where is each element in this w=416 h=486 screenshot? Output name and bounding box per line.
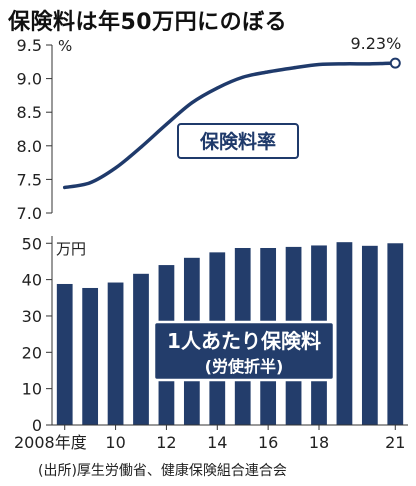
premium-ytick-label: 30 [22,307,42,326]
source-note: (出所)厚生労働省、健康保険組合連合会 [38,463,287,479]
premium-xtick-label: 12 [156,433,176,452]
rate-point [317,62,321,66]
rate-series-label-frame [177,123,299,159]
premium-bar [133,273,149,425]
premium-ytick-label: 20 [22,343,42,362]
premium-ytick-label: 40 [22,271,42,290]
rate-end-label: 9.23% [350,34,401,53]
rate-point [88,181,92,185]
premium-bar [361,245,378,425]
premium-series-label-box: 1人あたり保険料 (労使折半) [152,320,336,382]
premium-bar [387,243,404,425]
rate-point [368,62,372,66]
rate-point [164,122,168,126]
premium-xtick-label: 16 [258,433,278,452]
premium-bar [56,283,73,425]
rate-ytick-label: 9.5 [17,36,42,55]
premium-xtick-label: 10 [105,433,125,452]
rate-series-name: 保険料率 [199,130,276,153]
rate-point [266,70,270,74]
premium-xtick-label: 18 [309,433,329,452]
premium-xtick-label: 14 [207,433,227,452]
rate-ytick-label: 7.0 [17,204,42,223]
premium-unit-label: 万円 [56,240,86,258]
chart-title: 保険料は年50万円にのぼる [8,10,288,35]
premium-bar [336,242,353,425]
rate-point [292,66,296,70]
rate-ytick-label: 8.0 [17,137,42,156]
rate-series-label-box: 保険料率 [177,123,299,159]
rate-point [241,75,245,79]
rate-ytick-label: 8.5 [17,103,42,122]
premium-xtick-label: 2008年度 [14,433,87,452]
rate-point [63,185,67,189]
premium-bar [107,282,124,425]
rate-line-panel: 7.0 7.5 8.0 8.5 9.0 9.5% 9.23% 保険料率 [17,34,402,223]
rate-ytick-label: 9.0 [17,70,42,89]
premium-series-name: 1人あたり保険料 [167,329,321,353]
rate-point [190,101,194,105]
premium-ytick-label: 50 [22,234,42,253]
rate-unit-label: % [58,37,72,55]
premium-ytick-label: 10 [22,380,42,399]
rate-point [114,166,118,170]
rate-series-line [62,61,398,190]
rate-point [389,57,401,69]
premium-bar-panel: 0 10 20 30 40 50 万円 2008年度 10 12 14 16 18 21 1人あたり保険料 (… [14,234,408,452]
premium-xtick-label: 21 [385,433,405,452]
premium-series-subtitle: (労使折半) [205,357,284,376]
rate-point [215,86,219,90]
premium-ytick-label: 0 [32,416,42,435]
premium-series-label-frame [152,320,336,382]
rate-point [139,145,143,149]
rate-ytick-label: 7.5 [17,170,42,189]
premium-bar [82,287,99,425]
premium-unit-backing [54,240,88,258]
rate-point [342,62,346,66]
